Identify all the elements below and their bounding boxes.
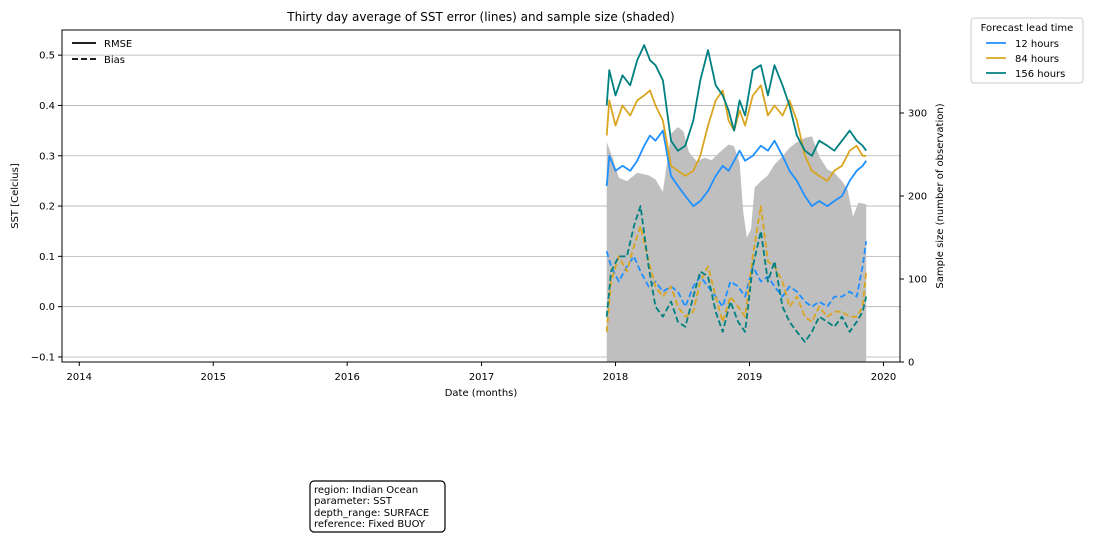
y2-tick-label: 200	[908, 192, 927, 203]
sample-size-area	[606, 127, 867, 362]
y2-tick-label: 300	[908, 109, 927, 120]
bias-legend-label: Bias	[104, 55, 125, 66]
info-region: region: Indian Ocean	[314, 485, 418, 496]
y-tick-label: 0.1	[39, 252, 55, 263]
lead-time-legend-title: Forecast lead time	[981, 23, 1074, 34]
bias-line-156-hours	[605, 205, 868, 343]
y-tick-label: 0.5	[39, 51, 55, 62]
info-box: region: Indian Ocean parameter: SST dept…	[309, 480, 446, 533]
rmse-line-12-hours	[605, 129, 867, 208]
rmse-legend-label: RMSE	[104, 39, 132, 50]
bias-line-84-hours	[605, 205, 868, 332]
x-tick-label: 2014	[67, 372, 92, 383]
info-parameter: parameter: SST	[314, 496, 393, 507]
lead-time-legend-box	[970, 17, 1084, 84]
lead-time-legend: Forecast lead time 12 hours 84 hours 156…	[970, 17, 1084, 84]
legend-label-84h: 84 hours	[1015, 54, 1059, 65]
info-depth-range: depth_range: SURFACE	[314, 508, 429, 519]
y-tick-label: 0.2	[39, 202, 55, 213]
legend-label-156h: 156 hours	[1015, 69, 1065, 80]
y-axis: −0.1 0.0 0.1 0.2 0.3 0.4 0.5	[31, 51, 62, 363]
rmse-line-156-hours	[605, 44, 867, 157]
y2-axis-label: Sample size (number of observation)	[935, 103, 946, 288]
info-reference: reference: Fixed BUOY	[314, 519, 426, 530]
sample-size-shade	[606, 127, 867, 362]
y-axis-label: SST [Celcius]	[10, 163, 21, 229]
legend-label-12h: 12 hours	[1015, 39, 1059, 50]
x-tick-label: 2020	[871, 372, 896, 383]
info-box-frame	[309, 480, 446, 533]
x-axis-label: Date (months)	[445, 388, 518, 399]
y2-tick-label: 0	[908, 358, 914, 369]
y-tick-label: −0.1	[31, 352, 55, 363]
y-tick-label: 0.0	[39, 302, 55, 313]
x-tick-label: 2016	[334, 372, 359, 383]
y-tick-label: 0.4	[39, 101, 55, 112]
style-legend: RMSE Bias	[72, 39, 132, 66]
x-tick-label: 2015	[201, 372, 226, 383]
y2-axis: 0 100 200 300	[900, 109, 927, 369]
series-lines	[605, 44, 868, 343]
chart-title: Thirty day average of SST error (lines) …	[286, 10, 674, 24]
bias-line-12-hours	[605, 241, 868, 308]
x-tick-label: 2019	[737, 372, 762, 383]
x-axis: 2014 2015 2016 2017 2018 2019 2020	[67, 362, 896, 383]
x-tick-label: 2017	[469, 372, 494, 383]
y-tick-label: 0.3	[39, 151, 55, 162]
x-tick-label: 2018	[603, 372, 628, 383]
grid-lines	[62, 54, 900, 358]
y2-tick-label: 100	[908, 275, 927, 286]
